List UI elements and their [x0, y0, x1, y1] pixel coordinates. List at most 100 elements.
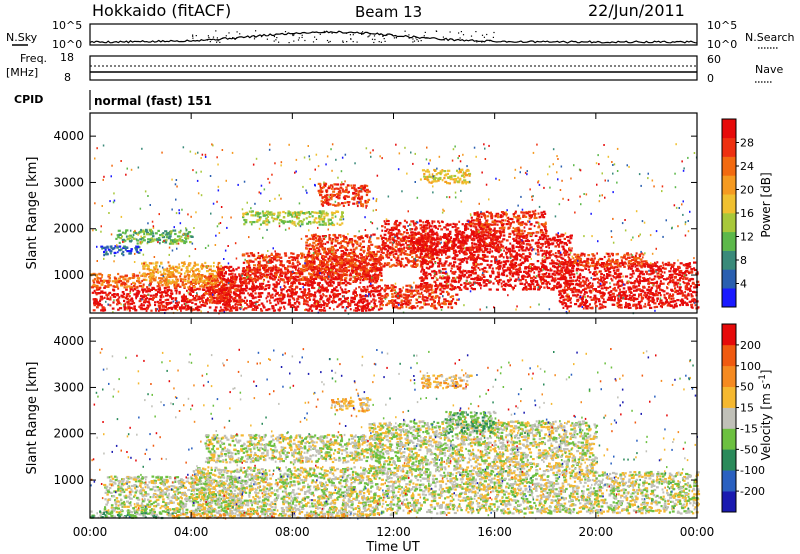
data-cell: [296, 285, 299, 288]
data-cell: [446, 244, 448, 247]
data-cell: [279, 299, 283, 302]
data-cell: [199, 305, 202, 309]
data-cell: [411, 255, 414, 259]
data-cell: [127, 285, 131, 288]
data-cell: [183, 261, 186, 264]
data-cell: [395, 295, 398, 298]
data-cell: [441, 235, 444, 239]
data-cell: [147, 290, 152, 293]
data-cell: [515, 240, 520, 243]
data-cell: [411, 233, 413, 237]
nsearch-point: [486, 33, 488, 36]
data-cell: [170, 307, 174, 311]
data-cell: [128, 240, 131, 243]
data-cell: [287, 265, 290, 268]
data-cell: [317, 288, 320, 291]
data-cell: [405, 294, 409, 297]
data-cell: [344, 266, 348, 270]
data-cell: [187, 274, 191, 277]
data-cell: [359, 293, 362, 296]
data-cell: [209, 286, 213, 289]
data-cell: [552, 236, 556, 239]
data-cell: [168, 271, 171, 274]
nsky-tick-top: 10^5: [52, 19, 82, 32]
data-cell: [414, 228, 417, 231]
data-cell: [327, 278, 330, 281]
data-cell: [308, 290, 311, 293]
data-cell: [433, 304, 436, 307]
data-cell: [152, 296, 155, 299]
data-cell: [451, 225, 454, 229]
data-cell: [224, 283, 228, 286]
data-cell: [523, 270, 527, 273]
data-cell: [413, 260, 417, 263]
data-cell: [464, 257, 467, 260]
data-cell: [119, 275, 123, 278]
data-cell: [362, 256, 365, 259]
data-cell: [252, 260, 255, 263]
data-cell: [270, 273, 273, 276]
data-cell: [477, 224, 481, 227]
data-cell: [377, 290, 381, 293]
data-cell: [403, 231, 406, 234]
data-cell: [247, 264, 251, 267]
data-cell: [397, 307, 401, 310]
data-cell: [355, 255, 359, 258]
data-cell: [272, 309, 276, 312]
data-cell: [423, 234, 427, 237]
data-cell: [191, 266, 195, 269]
data-cell: [431, 305, 435, 308]
data-cell: [246, 265, 248, 269]
data-cell: [303, 283, 307, 287]
nsearch-point: [278, 41, 280, 43]
data-cell: [186, 308, 190, 311]
data-cell: [480, 239, 483, 243]
data-cell: [416, 238, 420, 242]
data-cell: [206, 297, 209, 300]
data-cell: [319, 298, 323, 301]
data-cell: [311, 294, 314, 297]
nsearch-point: [253, 36, 256, 38]
data-cell: [320, 276, 323, 279]
data-cell: [323, 249, 326, 252]
data-cell: [472, 232, 476, 235]
data-cell: [148, 282, 152, 285]
data-cell: [133, 305, 136, 308]
data-cell: [132, 284, 136, 287]
data-cell: [328, 255, 331, 258]
data-cell: [254, 280, 257, 284]
data-cell: [193, 285, 196, 289]
data-cell: [161, 301, 165, 304]
data-cell: [321, 247, 324, 250]
data-cell: [452, 298, 455, 301]
data-cell: [369, 267, 372, 270]
data-cell: [429, 241, 433, 244]
data-cell: [346, 281, 350, 284]
data-cell: [229, 300, 232, 303]
data-cell: [284, 286, 287, 289]
data-cell: [514, 278, 518, 281]
data-cell: [146, 307, 149, 310]
data-cell: [338, 256, 342, 259]
data-cell: [340, 266, 344, 269]
data-cell: [341, 258, 344, 261]
data-cell: [412, 243, 415, 246]
data-cell: [398, 288, 402, 291]
data-cell: [399, 239, 402, 242]
data-cell: [196, 293, 198, 296]
data-cell: [215, 290, 218, 294]
data-cell: [385, 286, 389, 289]
data-cell: [362, 297, 366, 300]
data-cell: [287, 303, 291, 306]
data-cell: [326, 241, 330, 244]
nsearch-point: [352, 34, 354, 36]
data-cell: [174, 286, 178, 290]
data-cell: [106, 285, 110, 288]
data-cell: [333, 293, 336, 296]
data-cell: [291, 291, 295, 294]
data-cell: [433, 269, 436, 273]
data-cell: [349, 282, 352, 285]
data-cell: [348, 259, 352, 262]
data-cell: [259, 257, 261, 260]
data-cell: [288, 302, 292, 305]
